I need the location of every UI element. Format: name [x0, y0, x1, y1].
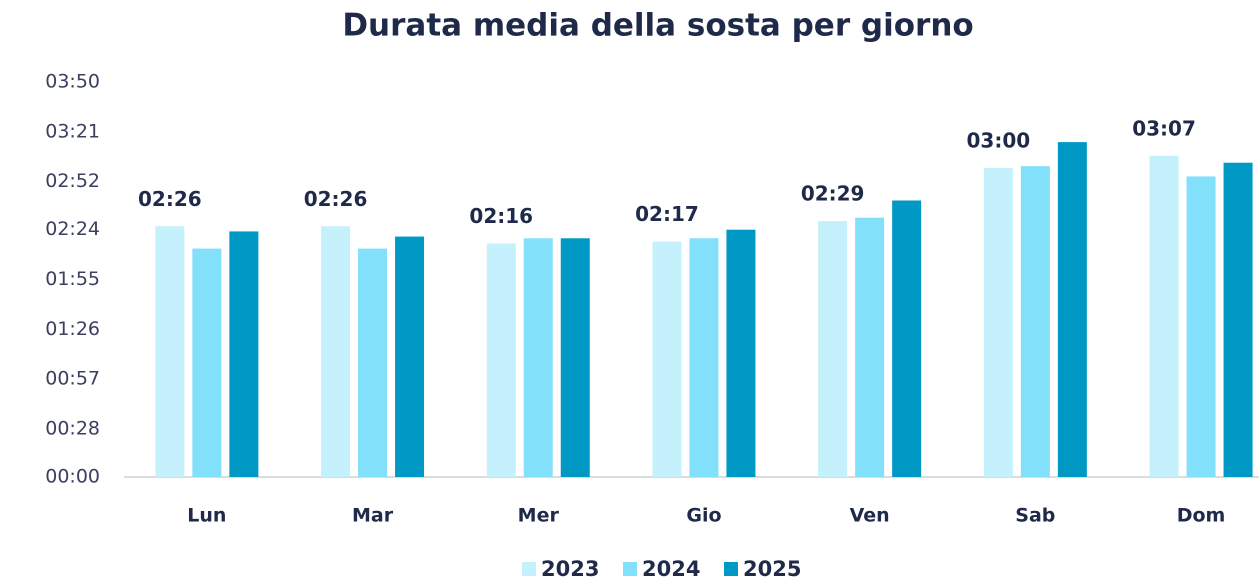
- x-tick-label: Dom: [1177, 505, 1226, 527]
- bar: [523, 238, 553, 477]
- bar: [818, 221, 848, 477]
- value-label: 02:26: [138, 187, 202, 211]
- bar: [1149, 155, 1179, 477]
- x-tick-label: Mar: [352, 505, 394, 527]
- y-tick-label: 02:24: [45, 218, 100, 240]
- y-tick-label: 03:21: [45, 120, 100, 142]
- bar: [395, 236, 425, 477]
- bar: [652, 241, 682, 477]
- y-tick-label: 00:57: [45, 368, 100, 390]
- y-tick-label: 00:00: [45, 466, 100, 488]
- y-tick-label: 02:52: [45, 170, 100, 192]
- bar: [321, 226, 351, 477]
- x-tick-label: Lun: [187, 505, 226, 527]
- bar: [983, 167, 1013, 477]
- value-label: 02:16: [469, 204, 533, 228]
- legend-label: 2023: [541, 557, 599, 580]
- bar: [892, 200, 922, 477]
- x-tick-label: Mer: [518, 505, 560, 527]
- chart-title: Durata media della sosta per giorno: [342, 8, 973, 44]
- bar: [560, 238, 590, 477]
- bar: [155, 226, 185, 477]
- bar: [1020, 166, 1050, 478]
- bar: [726, 229, 756, 477]
- legend-label: 2024: [642, 557, 700, 580]
- bar: [1057, 142, 1087, 477]
- bar: [855, 217, 885, 477]
- bar: [1223, 162, 1253, 477]
- bar: [229, 231, 259, 477]
- legend-swatch: [623, 562, 637, 576]
- x-tick-label: Gio: [686, 505, 721, 527]
- y-tick-label: 03:50: [45, 71, 100, 93]
- legend-swatch: [724, 562, 738, 576]
- y-tick-label: 00:28: [45, 417, 100, 439]
- value-label: 03:07: [1132, 116, 1196, 140]
- x-tick-label: Ven: [850, 505, 890, 527]
- value-label: 02:26: [304, 187, 368, 211]
- bar: [192, 248, 222, 477]
- x-tick-label: Sab: [1015, 505, 1055, 527]
- legend-label: 2025: [743, 557, 801, 580]
- bar: [486, 243, 516, 477]
- value-label: 03:00: [967, 128, 1031, 152]
- legend-swatch: [522, 562, 536, 576]
- bar: [689, 238, 719, 477]
- value-label: 02:17: [635, 202, 699, 226]
- y-tick-label: 01:26: [45, 318, 100, 340]
- y-tick-label: 01:55: [45, 268, 100, 290]
- bar: [358, 248, 388, 477]
- bar: [1186, 176, 1216, 477]
- value-label: 02:29: [801, 182, 865, 206]
